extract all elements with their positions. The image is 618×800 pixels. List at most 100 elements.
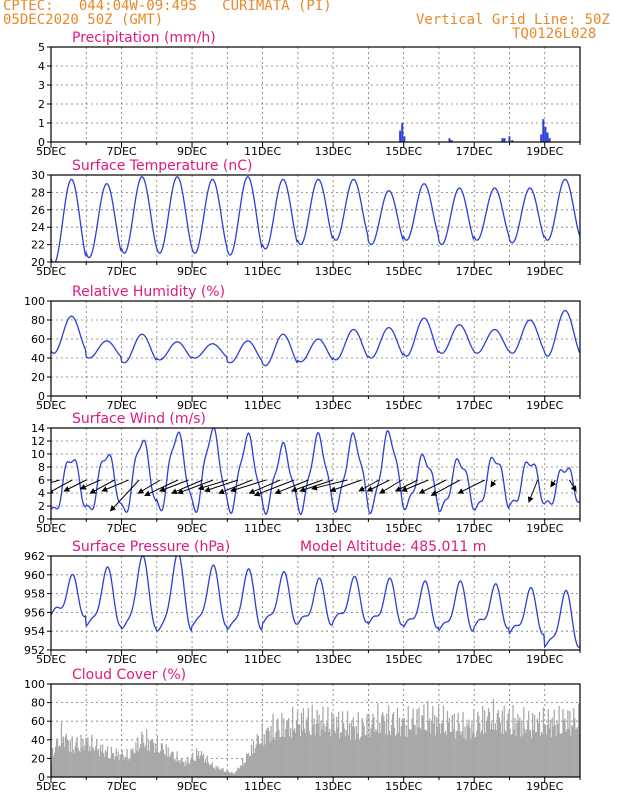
cloud-bar <box>251 753 254 777</box>
cloud-bar <box>71 736 73 777</box>
cloud-bar <box>196 755 199 777</box>
cloud-bar <box>141 731 143 777</box>
precip-bar <box>548 138 551 142</box>
cloud-bar <box>478 715 480 777</box>
cloud-bar <box>118 760 120 777</box>
cloud-bar <box>202 753 205 777</box>
wind-vector <box>170 479 203 494</box>
cloud-bar <box>135 742 137 777</box>
cloud-bar <box>341 711 344 777</box>
cloud-bar <box>256 734 259 777</box>
cloud-bar <box>466 722 468 777</box>
cloud-bar <box>448 717 451 777</box>
series-line <box>51 428 580 516</box>
wind-vector <box>457 479 486 494</box>
cloud-bar <box>439 733 442 777</box>
cloud-bar <box>194 761 196 777</box>
wind-vector <box>79 479 101 490</box>
cloud-bar <box>212 767 214 777</box>
cloud-bar <box>242 758 244 777</box>
cloud-bar <box>481 730 483 777</box>
cloud-bar <box>83 749 85 777</box>
wind-vector <box>290 479 323 493</box>
wind-vector <box>366 479 390 492</box>
cloud-bar <box>322 706 324 777</box>
precip-bar <box>503 138 506 142</box>
cloud-bar <box>302 708 305 777</box>
cloud-bar <box>488 711 491 777</box>
x-tick-label: 17DEC <box>456 399 493 412</box>
cloud-bar <box>479 722 481 777</box>
y-tick-label: 2 <box>38 98 45 111</box>
x-tick-label: 11DEC <box>244 399 281 412</box>
precip-bar <box>546 132 549 142</box>
cloud-bar <box>576 728 578 777</box>
panel-title: Surface Wind (m/s) <box>72 411 206 427</box>
cloud-bar <box>113 759 115 777</box>
precip-bar <box>508 136 511 142</box>
cloud-bar <box>300 712 303 777</box>
cloud-bar <box>422 716 424 777</box>
wind-vector <box>394 479 418 492</box>
panel-frame <box>50 555 581 651</box>
wind-vector <box>203 479 239 493</box>
cloud-bar <box>105 752 108 777</box>
cloud-bar <box>185 760 187 777</box>
cloud-bar <box>376 731 378 777</box>
cloud-bar <box>527 721 529 777</box>
x-tick-label: 7DEC <box>106 780 136 793</box>
cloud-bar <box>508 710 510 777</box>
cloud-bar <box>80 734 82 777</box>
y-tick-label: 80 <box>31 314 45 327</box>
cloud-bar <box>258 743 260 777</box>
y-tick-label: 20 <box>31 256 45 269</box>
cloud-bar <box>355 725 357 777</box>
cloud-bar <box>153 752 156 777</box>
cloud-bar <box>234 774 236 777</box>
cloud-bar <box>260 743 262 777</box>
cloud-bar <box>114 755 116 777</box>
cloud-bar <box>179 763 181 777</box>
cloud-bar <box>504 730 506 777</box>
cloud-bar <box>137 736 139 777</box>
y-tick-label: 0 <box>38 771 45 784</box>
cloud-bar <box>162 749 164 777</box>
cloud-bar <box>264 744 266 777</box>
cloud-bar <box>490 722 493 777</box>
cloud-bar <box>326 722 328 777</box>
cloud-bar <box>172 751 174 777</box>
cloud-bar <box>518 720 520 777</box>
panel-title: Surface Pressure (hPa) <box>72 539 230 555</box>
cloud-bar <box>447 722 450 777</box>
cloud-bar <box>215 765 217 777</box>
y-tick-label: 0 <box>38 513 45 526</box>
cloud-bar <box>456 731 458 777</box>
panel-subtitle: Model Altitude: 485.011 m <box>300 539 486 555</box>
wind-vector <box>51 479 60 484</box>
cloud-bar <box>345 730 348 777</box>
cloud-bar <box>483 710 486 777</box>
panel-frame <box>50 427 581 520</box>
cloud-bar <box>290 728 292 777</box>
cloud-bar <box>119 754 121 777</box>
cloud-bar <box>366 714 368 777</box>
cloud-bar <box>99 744 102 777</box>
cloud-bar <box>338 711 340 777</box>
cloud-bar <box>321 729 323 777</box>
cloud-bar <box>160 743 162 777</box>
cloud-bar <box>395 734 398 777</box>
cloud-bar <box>197 750 200 777</box>
cloud-bar <box>315 723 317 777</box>
cloud-bar <box>549 719 551 777</box>
y-tick-label: 958 <box>24 588 45 601</box>
cloud-bar <box>171 751 173 777</box>
cloud-bar <box>544 725 547 777</box>
x-tick-label: 11DEC <box>244 522 281 535</box>
cloud-bar <box>291 737 293 777</box>
cloud-bar <box>502 734 504 777</box>
cloud-bar <box>82 738 84 777</box>
x-tick-label: 15DEC <box>385 522 422 535</box>
cloud-bar <box>340 732 343 777</box>
cloud-bar <box>128 758 130 777</box>
cloud-bar <box>497 710 499 777</box>
